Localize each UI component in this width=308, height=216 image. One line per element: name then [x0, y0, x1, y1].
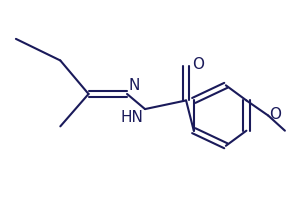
Text: O: O [270, 107, 282, 122]
Text: N: N [128, 78, 140, 93]
Text: O: O [192, 57, 205, 72]
Text: HN: HN [121, 110, 144, 125]
